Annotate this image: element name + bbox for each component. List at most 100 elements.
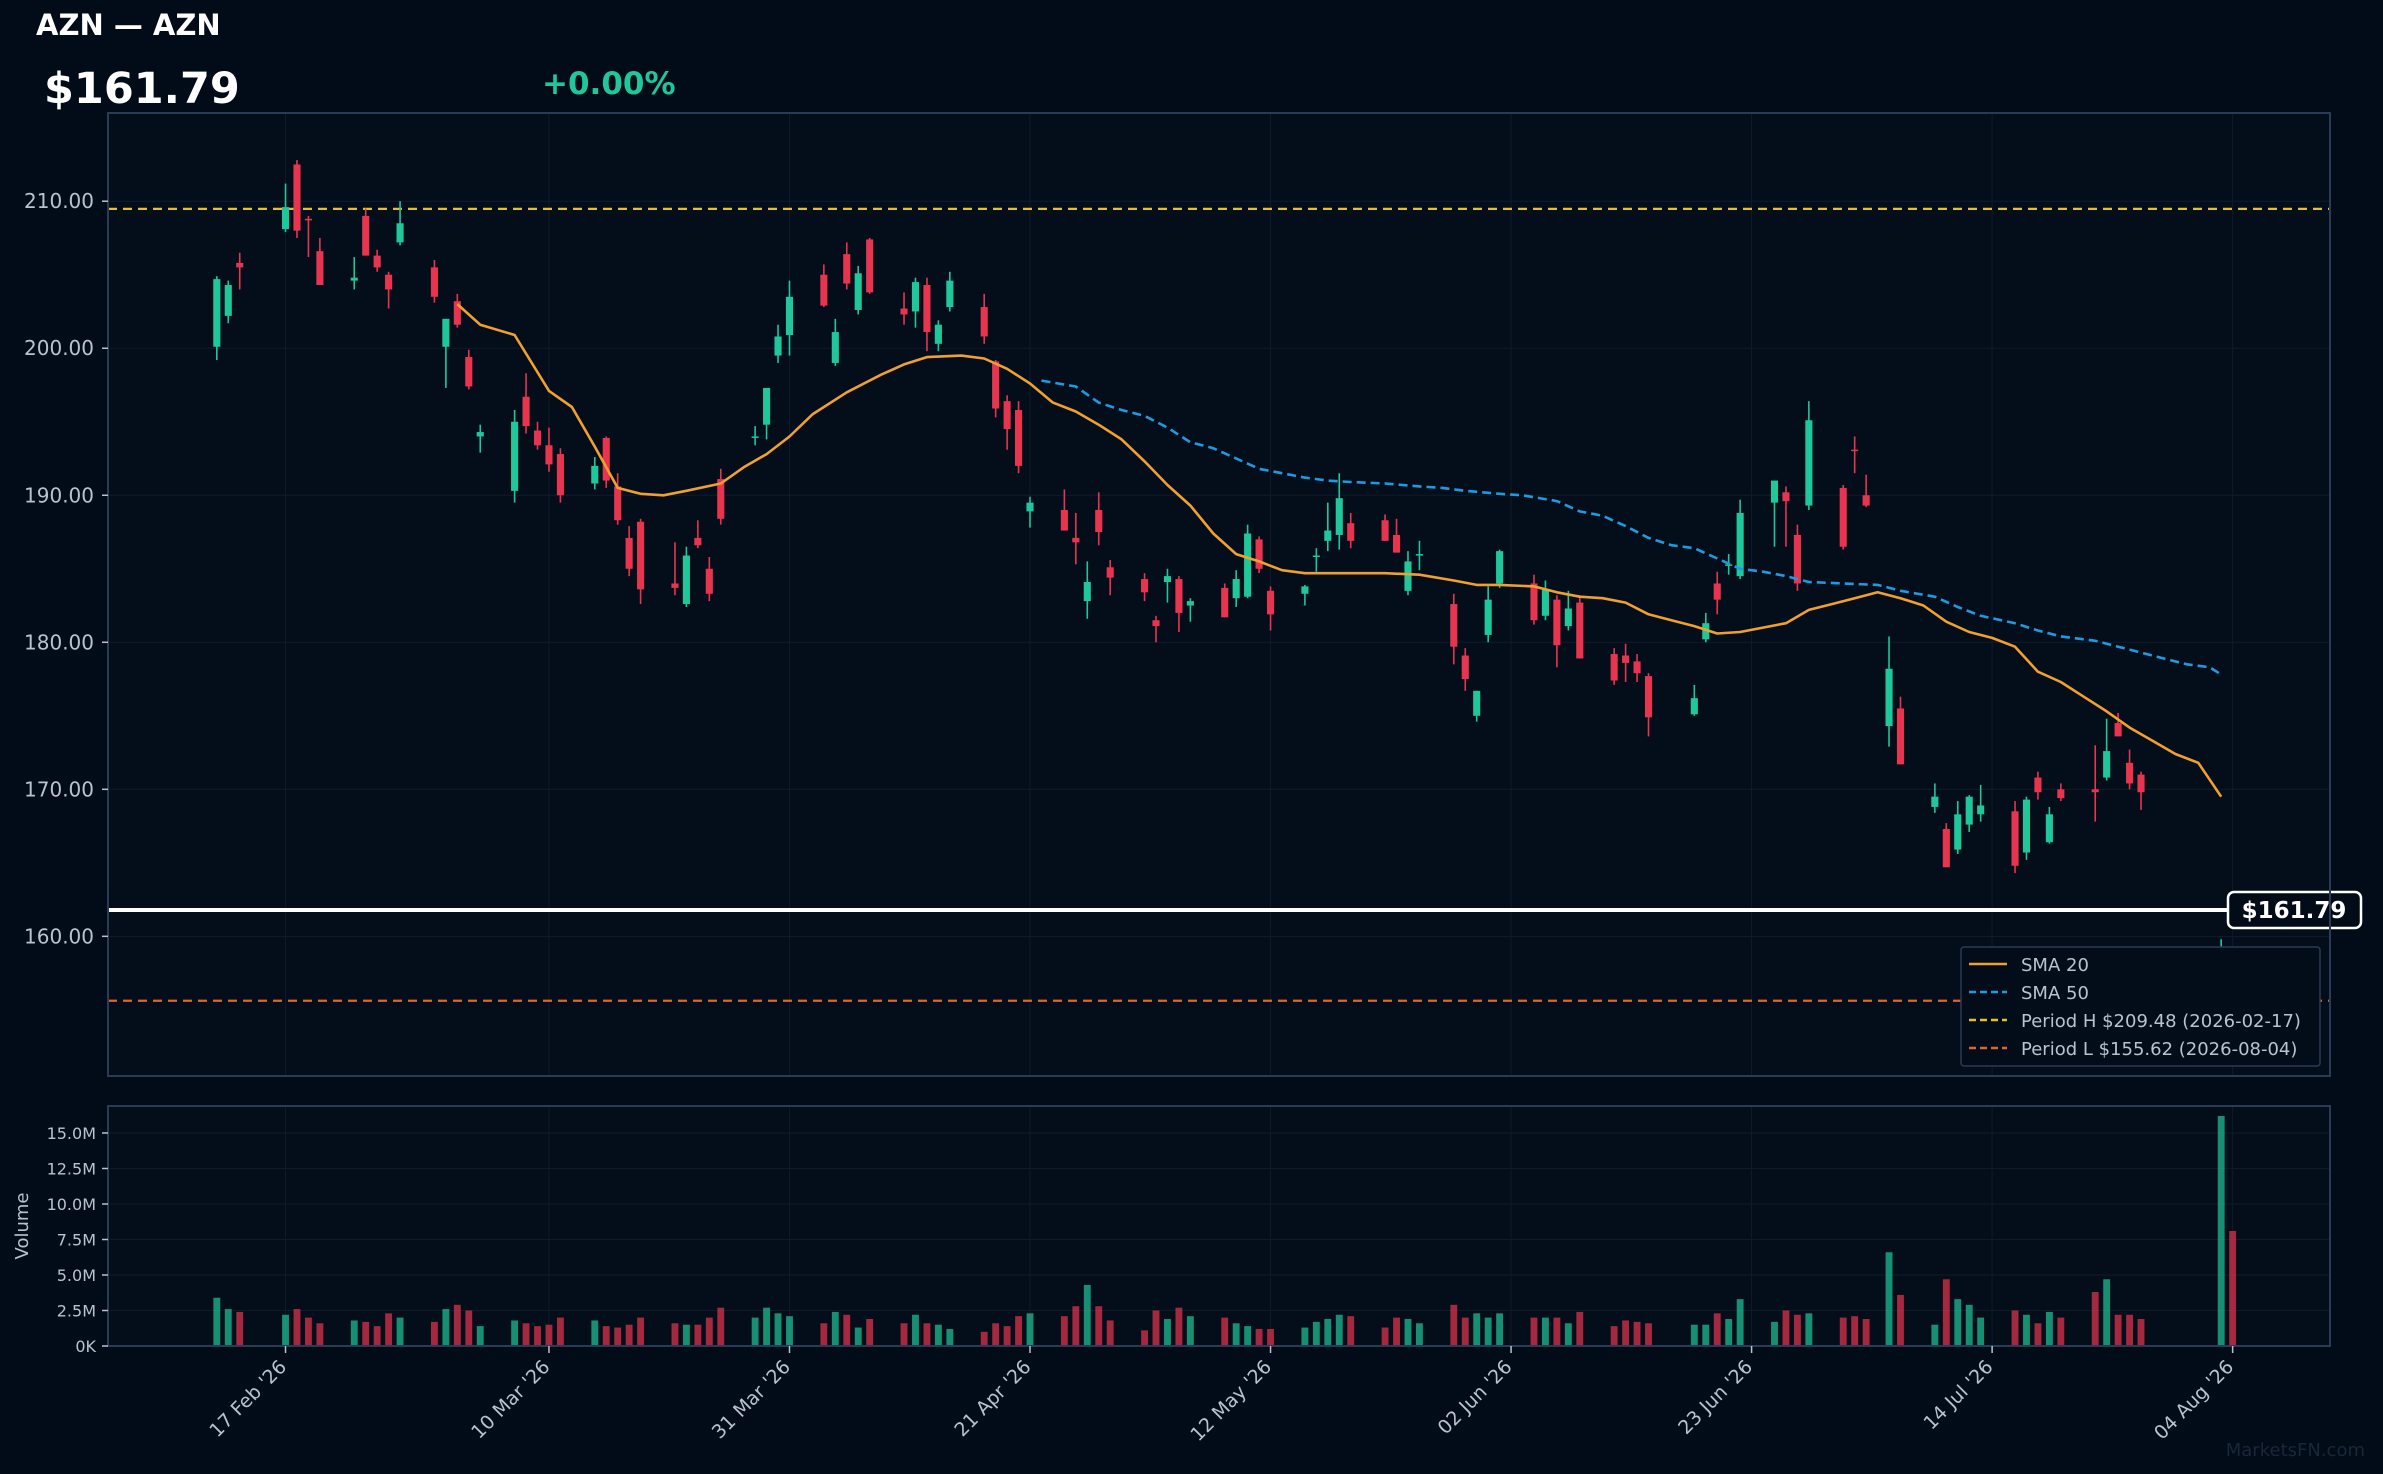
volume-bar	[2045, 1311, 2053, 1346]
volume-bar	[831, 1311, 839, 1346]
candle-body	[430, 267, 438, 297]
candle-body	[763, 387, 771, 425]
volume-tick-label: 10.0M	[47, 1195, 96, 1214]
candle-body	[1564, 608, 1572, 627]
volume-bar	[843, 1314, 851, 1346]
volume-bar	[1186, 1316, 1194, 1346]
candle-body	[591, 465, 599, 484]
volume-bar	[2229, 1230, 2237, 1346]
volume-bar	[2011, 1310, 2019, 1346]
volume-bar	[1026, 1313, 1034, 1346]
volume-bar	[511, 1320, 519, 1346]
volume-bar	[900, 1323, 908, 1346]
legend-label: Period H $209.48 (2026-02-17)	[2021, 1011, 2301, 1032]
volume-bar	[1713, 1313, 1721, 1346]
candle-body	[831, 332, 839, 363]
last-price-tag	[2226, 890, 2363, 930]
volume-bar	[1782, 1310, 1790, 1346]
volume-bar	[1851, 1316, 1859, 1346]
volume-bar	[1977, 1317, 1985, 1346]
volume-bar	[1244, 1326, 1252, 1346]
volume-bar	[1622, 1320, 1630, 1346]
candle-body	[717, 479, 725, 519]
candle-body	[1392, 534, 1401, 553]
candle-body	[476, 432, 484, 437]
volume-bar	[2217, 1115, 2225, 1346]
volume-panel-frame	[107, 1105, 2331, 1347]
candle-body	[2137, 774, 2145, 793]
volume-bar	[1541, 1317, 1549, 1346]
candle-body	[1404, 561, 1412, 591]
volume-bar	[1450, 1304, 1458, 1346]
volume-bar	[923, 1323, 931, 1346]
candle-body	[1805, 420, 1813, 506]
volume-axis-label: Volume	[12, 1193, 33, 1260]
volume-bar	[2034, 1323, 2042, 1346]
volume-bar	[305, 1317, 312, 1346]
candle-body	[1415, 554, 1423, 556]
candle-body	[522, 396, 530, 427]
candle-body	[304, 218, 312, 221]
volume-bar	[1255, 1328, 1263, 1346]
volume-bar	[385, 1313, 393, 1346]
volume-bar	[786, 1316, 793, 1346]
volume-bar	[1690, 1324, 1698, 1346]
date-tick-label: 14 Jul '26	[1919, 1356, 1997, 1434]
candle-body	[1702, 623, 1710, 640]
candle-body	[682, 555, 690, 605]
candle-body	[1644, 676, 1653, 718]
volume-bar	[236, 1311, 244, 1346]
volume-bar	[625, 1324, 633, 1346]
volume-bar	[946, 1328, 954, 1346]
volume-bar	[1416, 1323, 1423, 1346]
candle-body	[1473, 690, 1481, 716]
candle-body	[1266, 590, 1275, 615]
candle-body	[396, 223, 404, 243]
candle-body	[533, 430, 542, 446]
last-price-label: $161.79	[2242, 898, 2347, 924]
candle-body	[2057, 789, 2065, 799]
candle-body	[751, 436, 759, 438]
volume-bar	[1954, 1299, 1962, 1346]
candle-body	[1335, 498, 1343, 535]
candle-body	[1072, 537, 1080, 543]
volume-bar	[2137, 1319, 2145, 1346]
volume-bar	[1645, 1323, 1652, 1346]
candle-body	[1690, 698, 1698, 715]
volume-bar	[1095, 1306, 1103, 1346]
volume-bar	[373, 1326, 381, 1346]
candle-body	[556, 454, 564, 496]
volume-bar	[293, 1309, 301, 1346]
volume-bar	[350, 1320, 358, 1346]
legend-label: SMA 20	[2021, 955, 2089, 976]
volume-bar	[2114, 1314, 2122, 1346]
volume-bar	[614, 1327, 622, 1346]
volume-tick-label: 0K	[75, 1337, 96, 1356]
candle-body	[1839, 487, 1847, 547]
volume-bar	[1324, 1319, 1332, 1346]
candle-body	[1942, 829, 1950, 868]
candle-body	[637, 521, 645, 590]
volume-bar	[1473, 1313, 1481, 1346]
volume-bar	[1725, 1319, 1733, 1346]
candle-body	[1015, 409, 1023, 466]
candle-body	[1186, 601, 1194, 606]
candle-body	[350, 277, 358, 281]
volume-bar	[1942, 1279, 1950, 1346]
volume-bar	[1839, 1317, 1847, 1346]
volume-bar	[1633, 1321, 1641, 1346]
candle-body	[1885, 668, 1893, 727]
volume-bar	[591, 1320, 599, 1346]
volume-bar	[1312, 1321, 1320, 1346]
date-tick-label: 12 May '26	[1186, 1356, 1276, 1446]
volume-tick-label: 2.5M	[57, 1301, 96, 1320]
volume-bar	[1771, 1321, 1778, 1346]
volume-bar	[1805, 1313, 1813, 1346]
volume-bar	[866, 1319, 874, 1346]
volume-bar	[717, 1307, 725, 1346]
volume-bar	[774, 1313, 782, 1346]
volume-bar	[213, 1297, 221, 1346]
candle-body	[854, 273, 862, 311]
volume-bar	[1060, 1316, 1068, 1346]
